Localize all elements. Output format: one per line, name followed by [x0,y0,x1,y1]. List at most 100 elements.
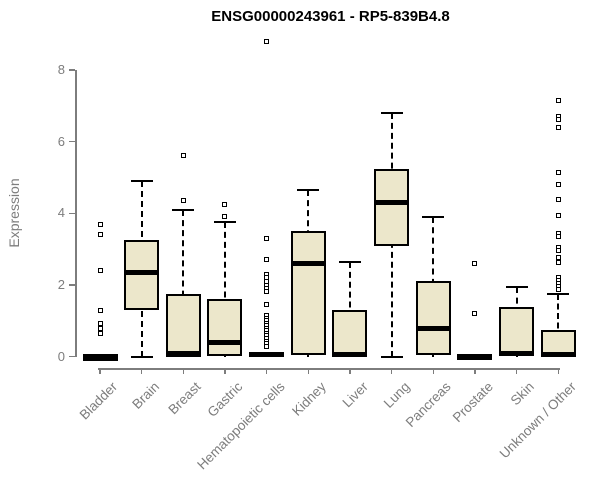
y-axis-tick-label: 6 [57,133,65,149]
box [290,231,326,355]
median-line [415,325,451,331]
outlier-point [97,221,103,227]
outlier-point [264,235,270,241]
outlier-point [555,169,561,175]
outlier-point [97,232,103,238]
outlier-point [264,302,270,308]
outlier-point [555,234,561,240]
x-axis-tick [224,368,226,374]
median-line [124,269,160,275]
whisker-line [223,222,226,357]
whisker-line [348,261,351,357]
outlier-point [97,320,103,326]
x-axis-tick [265,368,268,374]
x-axis-line [98,368,560,370]
x-axis-tick [390,368,393,374]
x-axis-tick [432,368,435,374]
box [374,168,410,246]
box [415,281,451,356]
outlier-point [555,212,561,218]
x-axis-category-label: Unknown / Other [496,379,579,462]
outlier-point [555,196,561,202]
median-line [207,339,243,345]
y-axis-tick [69,212,75,215]
outlier-point [555,182,561,188]
whisker-cap-bottom [130,355,153,358]
median-line [165,351,201,357]
x-axis-category-label: Skin [508,379,538,409]
outlier-point [555,254,561,260]
x-axis-category-label: Kidney [289,379,329,419]
whisker-cap-top [297,189,320,192]
outlier-point [97,330,103,336]
outlier-point [180,198,186,204]
box [124,240,160,311]
outlier-point [180,153,186,159]
x-axis-tick [99,368,101,374]
y-axis-tick-label: 2 [57,277,65,293]
box [499,306,535,356]
x-axis-tick [307,368,310,374]
median-line [499,351,535,357]
x-axis-tick [474,368,476,374]
x-axis-tick [557,368,559,374]
whisker-cap-top [172,208,195,211]
outlier-point [472,311,478,317]
outlier-point [555,248,561,254]
box [165,293,201,357]
outlier-point [97,325,103,331]
whisker-cap-top [505,285,528,288]
whisker-cap-top [547,292,570,295]
median-line [290,261,326,267]
outlier-point [264,344,270,350]
outlier-point [555,124,561,130]
y-axis-tick-label: 4 [57,205,65,221]
median-line [332,352,368,358]
whisker-cap-top [338,260,361,263]
y-axis-tick [69,284,75,286]
x-axis-category-label: Liver [339,379,371,411]
whisker-cap-bottom [380,355,403,358]
whisker-cap-top [213,221,236,224]
median-line [249,352,285,358]
outlier-point [472,261,478,267]
whisker-line [182,209,185,357]
x-axis-category-label: Bladder [77,379,121,423]
y-axis-tick [69,140,75,143]
whisker-cap-top [130,180,153,183]
x-axis-category-label: Lung [380,379,413,411]
x-axis-category-label: Gastric [204,379,246,420]
outlier-point [97,268,103,274]
x-axis-tick [515,368,518,374]
outlier-point [555,116,561,122]
outlier-point [264,38,270,44]
whisker-cap-top [380,111,403,114]
outlier-point [555,286,561,292]
y-axis-label: Expression [6,178,22,248]
median-line [457,354,493,360]
median-line [82,354,118,360]
box [207,299,243,356]
y-axis-tick [69,355,75,358]
outlier-point [222,201,228,207]
y-axis-tick-label: 8 [57,61,65,77]
outlier-point [555,97,561,103]
median-line [374,200,410,206]
whisker-line [557,293,560,357]
x-axis-tick [182,368,185,374]
outlier-point [264,257,270,263]
x-axis-category-label: Prostate [449,379,496,426]
outlier-point [222,214,228,220]
box [332,310,368,357]
outlier-point [555,260,561,266]
x-axis-category-label: Breast [165,379,204,418]
median-line [540,352,576,358]
x-axis-tick [140,368,143,374]
x-axis-category-label: Brain [129,379,163,412]
outlier-point [97,307,103,313]
y-axis-tick [69,69,75,71]
whisker-cap-top [422,215,445,218]
outlier-point [264,288,270,294]
x-axis-tick [349,368,351,374]
